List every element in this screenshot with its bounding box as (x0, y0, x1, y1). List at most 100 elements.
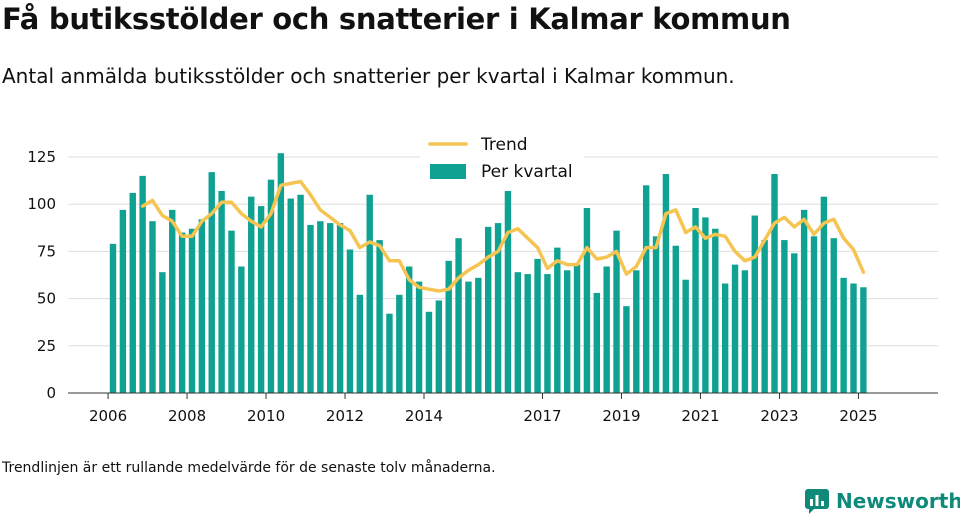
bar (425, 311, 433, 393)
bar (741, 270, 749, 393)
trend-line (140, 179, 866, 293)
bar (761, 240, 768, 393)
bar (356, 294, 364, 393)
x-tick-label: 2023 (760, 407, 798, 425)
x-tick-label: 2010 (247, 407, 285, 425)
x-axis: 2006 2008 2010 2012 2014 2017 2019 2021 2023 2025 (68, 392, 938, 425)
bar-series-per-kvartal (109, 153, 867, 393)
bar (386, 313, 393, 393)
bar (544, 274, 551, 393)
bar (208, 172, 215, 393)
bar (563, 270, 571, 393)
bar (109, 243, 117, 393)
y-tick-label: 25 (37, 337, 56, 355)
bar (406, 266, 413, 393)
bar (198, 219, 206, 393)
x-tick-label: 2017 (523, 407, 561, 425)
bar (504, 190, 512, 393)
bar (514, 272, 522, 393)
bar (810, 236, 818, 393)
bar (642, 185, 650, 393)
bar (317, 221, 324, 393)
footnote: Trendlinjen är ett rullande medelvärde f… (2, 460, 496, 476)
bar (662, 173, 670, 393)
bar (830, 238, 837, 393)
bar (484, 226, 492, 393)
bar (702, 217, 709, 393)
bar (159, 272, 166, 393)
bar (672, 245, 679, 393)
bar (238, 266, 245, 393)
bar (169, 209, 176, 393)
chart-subtitle: Antal anmälda butiksstölder och snatteri… (2, 64, 735, 88)
bar (188, 228, 196, 393)
bar (800, 209, 808, 393)
bar (652, 236, 660, 393)
brand-name: Newsworthy (836, 489, 960, 513)
x-tick-label: 2008 (168, 407, 206, 425)
bar (731, 264, 739, 393)
bar-line-chart: 0 25 50 75 100 125 2006 2008 2010 2012 2014 2017 20… (27, 128, 938, 425)
y-tick-label: 75 (37, 242, 56, 260)
bar (396, 294, 403, 393)
bar (583, 207, 591, 393)
bar (445, 260, 452, 393)
x-tick-label: 2025 (839, 407, 877, 425)
bar (415, 281, 423, 393)
bar (327, 223, 334, 393)
y-axis-ticks: 0 25 50 75 100 125 (27, 148, 56, 402)
bar (267, 179, 275, 393)
newsworthy-logo-icon (805, 489, 829, 514)
bar (366, 194, 373, 393)
legend: Trend Per kvartal (420, 128, 584, 186)
bar (149, 221, 156, 393)
y-tick-label: 125 (27, 148, 56, 166)
bar (435, 300, 443, 393)
bar (771, 173, 778, 393)
bar (712, 228, 719, 393)
bar (603, 266, 610, 393)
bar (692, 207, 699, 393)
bar (860, 287, 867, 393)
bar (613, 230, 620, 393)
bar (228, 230, 235, 393)
x-tick-label: 2006 (89, 407, 127, 425)
y-tick-label: 100 (27, 195, 56, 213)
x-tick-label: 2012 (326, 407, 364, 425)
bar (554, 247, 561, 393)
bar (297, 194, 304, 393)
bar (820, 196, 828, 393)
bar (248, 196, 255, 393)
bar (307, 224, 314, 393)
bar (287, 198, 294, 393)
bar (376, 240, 383, 393)
x-tick-label: 2014 (405, 407, 443, 425)
bar (336, 223, 344, 393)
bar (494, 223, 502, 393)
bar (455, 238, 462, 393)
bar (850, 283, 857, 393)
bar (218, 190, 225, 393)
chart-title: Få butiksstölder och snatterier i Kalmar… (2, 2, 791, 36)
bar (346, 249, 354, 393)
bar (178, 232, 186, 393)
bar (682, 279, 689, 393)
x-tick-label: 2019 (602, 407, 640, 425)
bar (129, 192, 136, 393)
bar (623, 306, 630, 393)
y-tick-label: 0 (46, 384, 56, 402)
bar (277, 153, 285, 393)
bar (257, 206, 265, 393)
bar (139, 175, 146, 393)
bar (781, 240, 788, 393)
bar (593, 292, 600, 393)
line-series-trend (140, 179, 866, 293)
bar (751, 215, 758, 393)
bar (534, 258, 541, 393)
y-tick-label: 50 (37, 290, 56, 308)
newsworthy-logo: Newsworthy (804, 488, 960, 514)
bar (524, 274, 531, 393)
legend-bar-label: Per kvartal (481, 162, 573, 182)
bar (721, 283, 729, 393)
bar (573, 264, 581, 393)
